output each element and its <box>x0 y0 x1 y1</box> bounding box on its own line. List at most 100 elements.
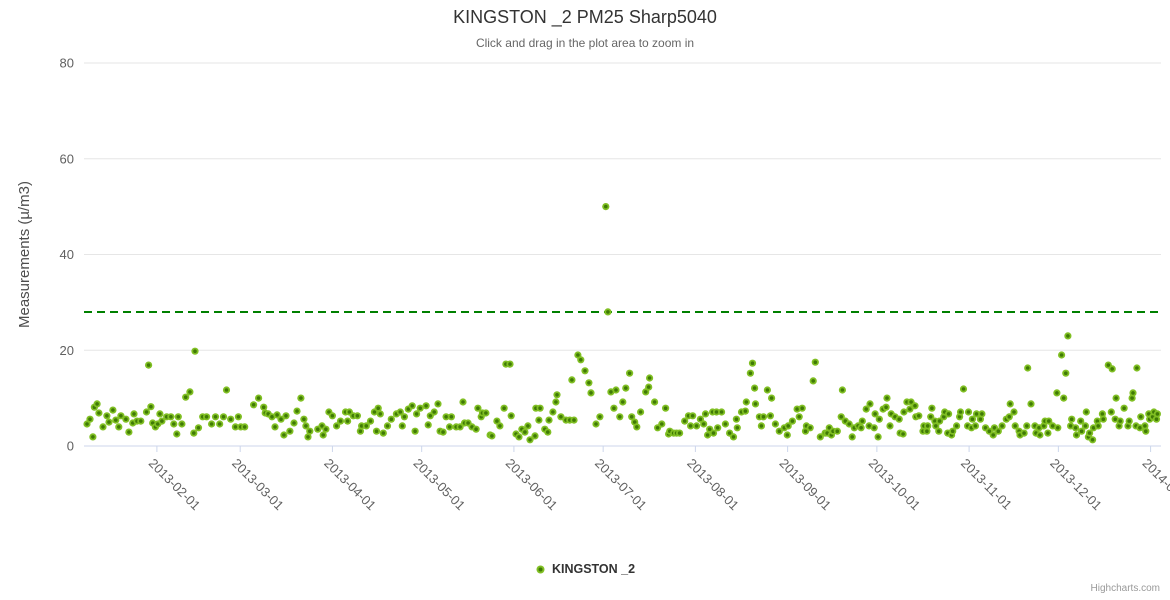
data-point-center <box>777 429 782 434</box>
data-point-center <box>169 415 173 419</box>
data-point-center <box>1042 424 1046 428</box>
x-tick-label: 2013-11-01 <box>958 456 1015 513</box>
data-point-center <box>1007 415 1012 419</box>
data-point-center <box>572 418 576 422</box>
data-point-center <box>400 424 405 428</box>
data-point-center <box>127 430 131 434</box>
data-point-center <box>813 360 818 365</box>
y-tick-label: 80 <box>60 56 74 71</box>
data-point-center <box>1008 402 1012 406</box>
data-point-center <box>95 402 99 406</box>
data-point-center <box>1000 424 1004 428</box>
data-point-center <box>973 424 978 428</box>
data-point-center <box>961 387 966 391</box>
data-point-center <box>292 421 296 425</box>
data-point-center <box>1038 433 1042 437</box>
data-point-center <box>632 420 637 424</box>
data-point-center <box>1113 417 1117 422</box>
data-point-center <box>528 438 532 442</box>
data-point-center <box>808 426 812 430</box>
data-point-center <box>1126 424 1130 428</box>
data-point-center <box>954 424 959 428</box>
data-point-center <box>786 424 790 428</box>
data-point-center <box>345 419 350 423</box>
data-point-center <box>1029 402 1033 406</box>
data-point-center <box>413 429 417 434</box>
data-point-center <box>1117 424 1121 428</box>
data-point-center <box>251 403 256 407</box>
data-point-center <box>256 396 261 400</box>
data-point-center <box>156 422 160 426</box>
data-point-center <box>1074 433 1079 437</box>
data-point-center <box>432 410 437 414</box>
y-tick-label: 0 <box>67 439 74 454</box>
data-point-center <box>209 422 214 426</box>
x-tick-label: 2013-03-01 <box>229 456 287 514</box>
data-point-center <box>221 415 226 419</box>
data-point-center <box>334 424 339 428</box>
data-point-center <box>224 388 229 392</box>
data-point-center <box>555 393 559 397</box>
data-point-center <box>946 412 951 416</box>
data-point-center <box>1025 424 1029 428</box>
data-point-center <box>502 406 506 411</box>
highcharts-credits-link[interactable]: Highcharts.com <box>1090 583 1160 594</box>
x-tick-label: 2013-05-01 <box>411 456 469 514</box>
data-point-center <box>897 417 901 422</box>
data-point-center <box>495 419 499 423</box>
data-point-center <box>753 402 758 406</box>
data-point-center <box>97 411 101 415</box>
data-point-center <box>217 422 222 426</box>
data-point-center <box>694 424 699 428</box>
data-point-center <box>731 435 736 439</box>
data-point-center <box>652 400 657 404</box>
data-point-center <box>594 422 598 426</box>
data-point-center <box>618 415 622 419</box>
data-point-center <box>974 412 979 416</box>
data-point-center <box>818 435 823 439</box>
data-point-center <box>327 410 331 414</box>
data-point-center <box>554 400 558 404</box>
data-point-center <box>295 409 299 413</box>
data-point-center <box>839 415 843 419</box>
data-point-center <box>701 422 706 426</box>
data-point-center <box>744 400 749 404</box>
data-point-center <box>1110 367 1114 371</box>
data-point-center <box>447 425 452 429</box>
data-point-center <box>893 415 897 419</box>
data-point-center <box>980 412 984 416</box>
data-point-center <box>338 419 343 423</box>
data-point-center <box>188 390 192 394</box>
data-point-center <box>698 417 703 422</box>
data-point-center <box>750 361 755 366</box>
data-point-center <box>114 418 118 422</box>
data-point-center <box>316 427 320 432</box>
data-point-center <box>279 417 283 422</box>
data-point-center <box>458 425 462 429</box>
data-point-center <box>925 429 929 434</box>
data-point-center <box>302 417 306 422</box>
data-point-center <box>1087 431 1092 435</box>
data-point-center <box>711 431 716 435</box>
data-point-center <box>119 414 123 418</box>
data-point-center <box>913 404 917 408</box>
data-point-center <box>1083 424 1088 428</box>
data-point-center <box>598 415 602 419</box>
data-point-center <box>273 425 277 429</box>
data-point-center <box>1079 429 1084 434</box>
data-point-center <box>484 411 488 415</box>
data-point-center <box>937 419 942 423</box>
data-point-center <box>1050 424 1055 428</box>
data-point-center <box>1091 426 1096 430</box>
data-point-center <box>1122 406 1126 411</box>
data-point-center <box>242 425 247 429</box>
legend-item-kingston-2[interactable]: KINGSTON _2 <box>0 562 1170 576</box>
data-point-center <box>476 406 480 411</box>
data-point-center <box>646 385 651 389</box>
data-point-center <box>589 391 593 395</box>
data-point-center <box>867 424 871 428</box>
data-point-center <box>1073 426 1078 430</box>
data-point-center <box>868 402 872 406</box>
data-point-center <box>270 415 274 419</box>
data-point-center <box>991 433 995 437</box>
